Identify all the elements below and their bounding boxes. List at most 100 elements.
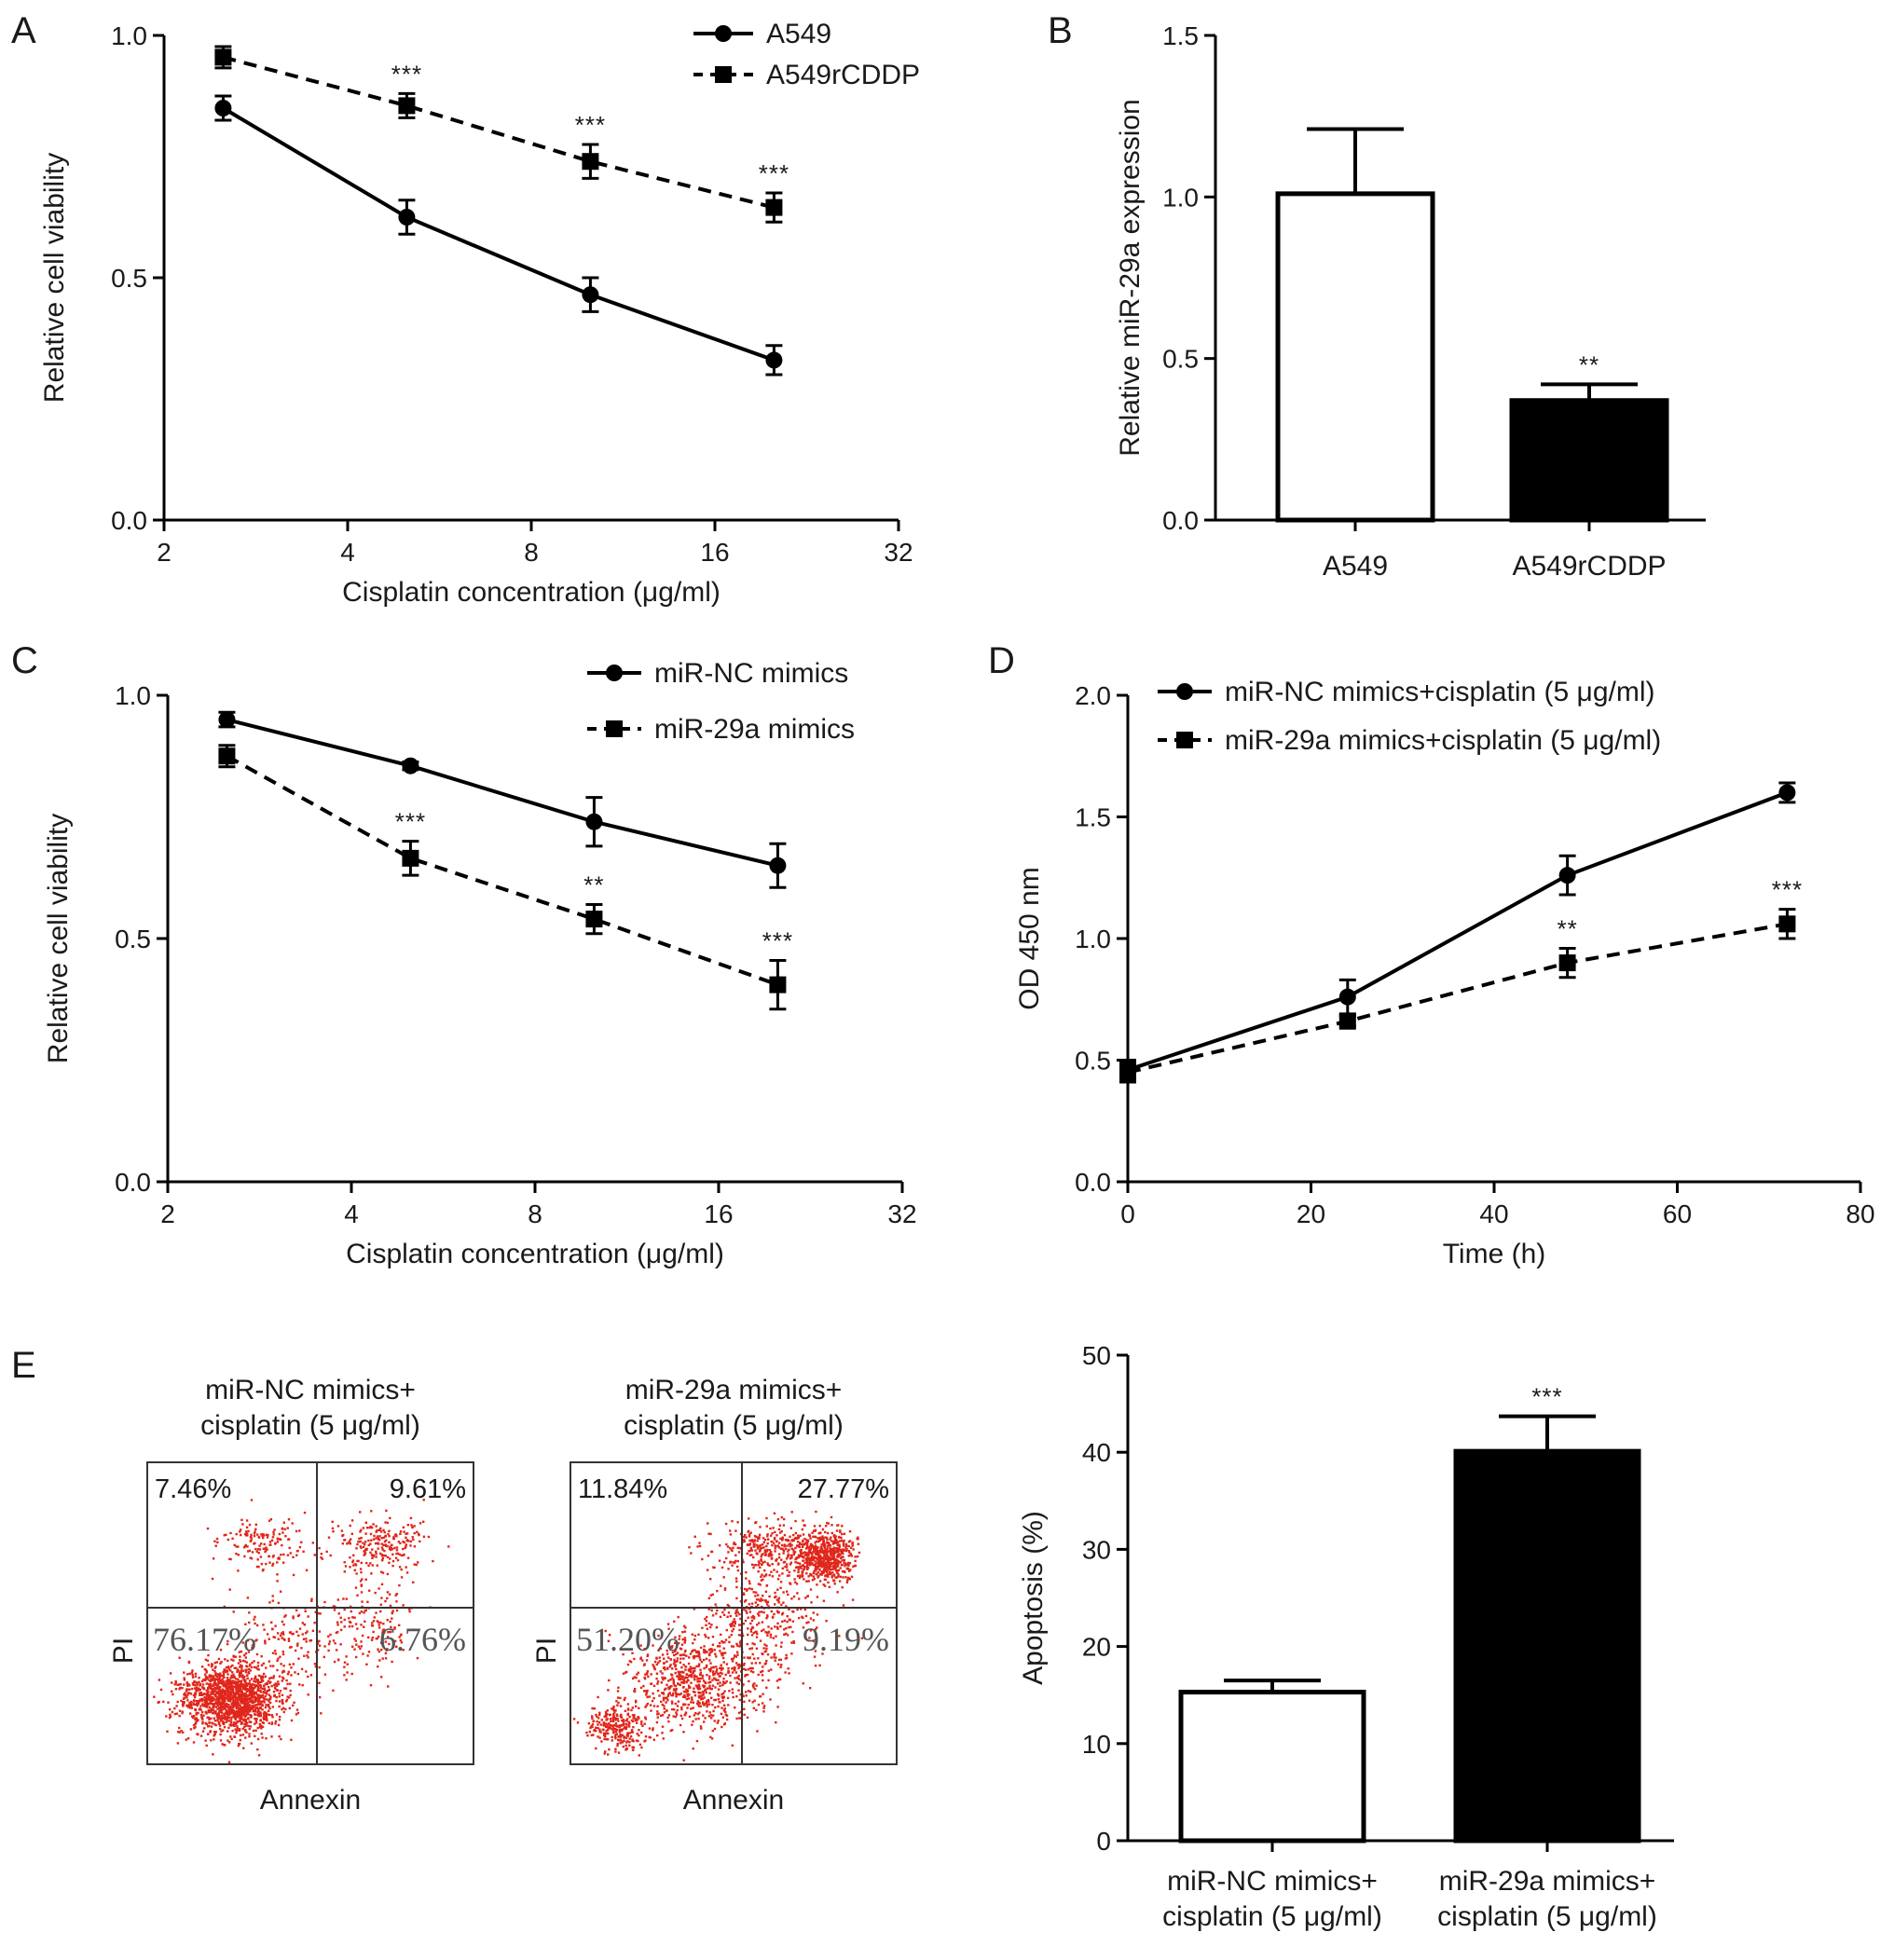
y-tick-label: 0.5 — [1075, 1047, 1111, 1076]
dot — [826, 1550, 829, 1554]
dot — [830, 1552, 834, 1555]
dot — [237, 1554, 240, 1556]
dot — [807, 1580, 810, 1583]
dot — [776, 1518, 780, 1521]
dot — [323, 1645, 326, 1648]
dot — [256, 1667, 259, 1670]
dot — [732, 1657, 735, 1660]
dot — [719, 1701, 721, 1704]
dot — [805, 1622, 808, 1624]
dot — [751, 1683, 755, 1686]
dot — [748, 1610, 752, 1613]
dot — [199, 1688, 201, 1692]
dot — [251, 1705, 254, 1707]
dot — [675, 1713, 679, 1716]
dot — [727, 1551, 730, 1554]
dot — [676, 1657, 679, 1660]
dot — [734, 1529, 737, 1532]
legend-label: A549 — [766, 19, 831, 49]
dot — [346, 1671, 349, 1674]
dot — [684, 1711, 688, 1714]
dot — [209, 1702, 212, 1705]
y-axis-label: Apoptosis (%) — [1018, 1511, 1049, 1685]
dot — [209, 1687, 213, 1690]
dot — [235, 1680, 238, 1684]
x-tick-label: 8 — [524, 538, 539, 567]
dot — [218, 1696, 221, 1699]
dot — [194, 1725, 197, 1729]
dot — [212, 1706, 214, 1708]
dot — [307, 1656, 309, 1659]
dot — [823, 1556, 826, 1559]
dot — [336, 1598, 339, 1601]
dot — [793, 1578, 796, 1581]
dot — [237, 1691, 240, 1694]
dot — [617, 1701, 620, 1705]
dot — [837, 1535, 841, 1539]
dot — [380, 1542, 383, 1545]
dot — [631, 1731, 634, 1734]
dot — [360, 1583, 363, 1586]
dot — [278, 1675, 281, 1678]
dot — [615, 1728, 618, 1732]
dot — [838, 1580, 842, 1583]
dot — [608, 1722, 611, 1725]
dot — [717, 1705, 720, 1708]
dot — [265, 1716, 268, 1719]
dot — [755, 1521, 758, 1524]
dot — [845, 1568, 848, 1570]
dot — [193, 1680, 196, 1683]
dot — [718, 1559, 721, 1562]
dot — [622, 1720, 624, 1723]
dot — [185, 1696, 188, 1699]
dot — [332, 1530, 335, 1533]
dot — [684, 1626, 687, 1629]
dot — [802, 1559, 805, 1562]
dot — [212, 1668, 214, 1671]
dot — [632, 1677, 635, 1680]
dot — [193, 1715, 196, 1718]
dot — [674, 1671, 677, 1675]
dot — [262, 1536, 265, 1540]
dot — [274, 1652, 278, 1655]
dot — [682, 1657, 685, 1660]
dot — [636, 1721, 638, 1724]
dot — [194, 1718, 197, 1721]
dot — [254, 1615, 256, 1619]
dot — [737, 1674, 740, 1678]
dot — [841, 1558, 844, 1562]
dot — [259, 1556, 263, 1558]
dot — [260, 1727, 263, 1730]
dot — [360, 1591, 364, 1594]
dot — [380, 1583, 384, 1586]
dot — [257, 1668, 260, 1671]
dot — [298, 1545, 302, 1549]
dot — [408, 1608, 411, 1610]
dot — [193, 1699, 196, 1703]
dot — [800, 1567, 803, 1569]
dot — [350, 1519, 354, 1522]
dot — [188, 1672, 191, 1675]
dot — [245, 1668, 248, 1671]
dot — [792, 1641, 796, 1644]
dot — [597, 1695, 599, 1699]
dot — [218, 1700, 221, 1703]
dot — [695, 1665, 698, 1668]
dot — [398, 1583, 401, 1587]
dot — [736, 1644, 739, 1647]
dot — [625, 1718, 629, 1720]
dot — [612, 1713, 615, 1716]
dot — [681, 1695, 685, 1698]
dot — [628, 1737, 631, 1740]
dot — [254, 1523, 257, 1526]
dot — [731, 1520, 734, 1523]
dot — [255, 1703, 258, 1706]
x-tick-label: 16 — [704, 1199, 733, 1228]
dot — [384, 1521, 387, 1524]
dot — [617, 1738, 620, 1742]
dot — [712, 1670, 715, 1673]
dot — [246, 1708, 249, 1711]
dot — [672, 1663, 676, 1665]
dot — [652, 1727, 654, 1730]
dot — [720, 1666, 723, 1669]
